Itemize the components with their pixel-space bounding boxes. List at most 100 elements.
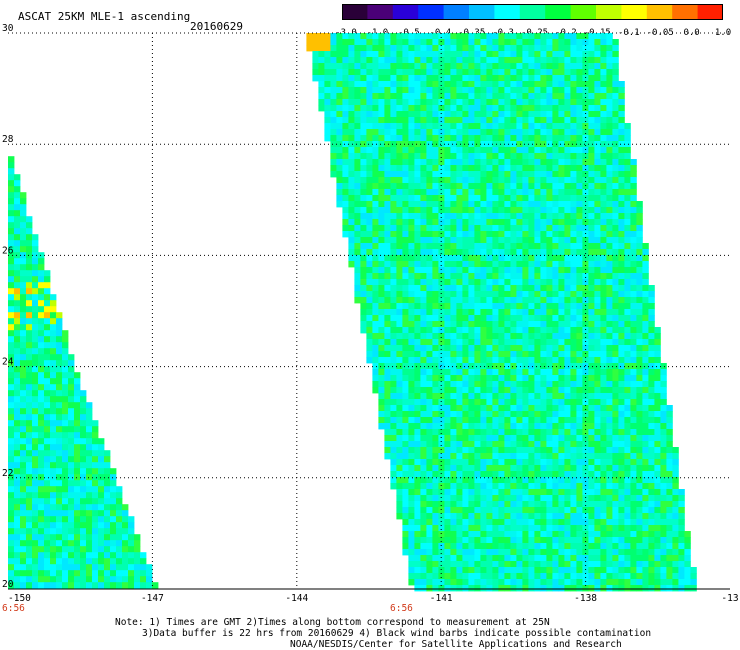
swath-cell (402, 363, 409, 370)
swath-cell (456, 63, 463, 70)
swath-cell (504, 447, 511, 454)
swath-cell (558, 459, 565, 466)
swath-cell (348, 87, 355, 94)
swath-cell (612, 213, 619, 220)
swath-cell (588, 441, 595, 448)
swath-cell (14, 570, 21, 577)
swath-cell (642, 279, 649, 286)
swath-cell (330, 123, 337, 130)
swath-cell (516, 201, 523, 208)
swath-cell (576, 45, 583, 52)
swath-cell (516, 135, 523, 142)
swath-cell (390, 405, 397, 412)
swath-cell (408, 231, 415, 238)
swath-cell (540, 123, 547, 130)
swath-cell (486, 525, 493, 532)
swath-cell (80, 516, 87, 523)
swath-cell (354, 129, 361, 136)
swath-cell (546, 81, 553, 88)
swath-cell (564, 489, 571, 496)
swath-cell (606, 255, 613, 262)
swath-cell (666, 471, 673, 478)
swath-cell (672, 507, 679, 514)
swath-cell (612, 105, 619, 112)
swath-cell (636, 267, 643, 274)
swath-cell (360, 135, 367, 142)
swath-cell (474, 237, 481, 244)
swath-cell (44, 408, 51, 415)
swath-cell (414, 423, 421, 430)
swath-cell (384, 177, 391, 184)
swath-cell (38, 450, 45, 457)
swath-cell (606, 267, 613, 274)
swath-cell (534, 387, 541, 394)
swath-cell (462, 525, 469, 532)
swath-cell (468, 111, 475, 118)
swath-cell (480, 393, 487, 400)
swath-cell (396, 465, 403, 472)
swath-cell (624, 141, 631, 148)
swath-cell (432, 279, 439, 286)
swath-cell (618, 357, 625, 364)
swath-cell (432, 225, 439, 232)
swath-cell (534, 303, 541, 310)
swath-cell (372, 195, 379, 202)
swath-cell (630, 303, 637, 310)
swath-cell (26, 234, 33, 241)
swath-cell (540, 261, 547, 268)
swath-cell (630, 267, 637, 274)
swath-cell (642, 435, 649, 442)
swath-cell (402, 105, 409, 112)
swath-cell (354, 87, 361, 94)
swath-cell (552, 333, 559, 340)
swath-cell (50, 504, 57, 511)
swath-cell (366, 33, 373, 40)
swath-cell (20, 408, 27, 415)
swath-cell (582, 153, 589, 160)
swath-cell (570, 45, 577, 52)
swath-cell (432, 453, 439, 460)
swath-cell (68, 456, 75, 463)
swath-cell (630, 405, 637, 412)
swath-cell (360, 93, 367, 100)
swath-cell (576, 183, 583, 190)
swath-cell (570, 471, 577, 478)
swath-cell (32, 288, 39, 295)
swath-cell (378, 171, 385, 178)
swath-cell (450, 291, 457, 298)
swath-cell (390, 321, 397, 328)
swath-cell (408, 243, 415, 250)
swath-cell (594, 111, 601, 118)
swath-cell (636, 489, 643, 496)
swath-cell (480, 201, 487, 208)
swath-cell (468, 189, 475, 196)
swath-cell (606, 153, 613, 160)
swath-cell (528, 231, 535, 238)
swath-cell (582, 189, 589, 196)
swath-cell (516, 75, 523, 82)
swath-cell (390, 219, 397, 226)
swath-cell (324, 99, 331, 106)
swath-cell (372, 213, 379, 220)
swath-cell (582, 195, 589, 202)
swath-cell (342, 177, 349, 184)
swath-cell (504, 87, 511, 94)
swath-cell (516, 285, 523, 292)
swath-cell (588, 33, 595, 40)
swath-cell (660, 375, 667, 382)
swath-cell (390, 105, 397, 112)
swath-cell (402, 177, 409, 184)
swath-cell (570, 249, 577, 256)
swath-cell (468, 327, 475, 334)
swath-cell (420, 33, 427, 40)
swath-cell (414, 171, 421, 178)
swath-cell (390, 441, 397, 448)
swath-cell (618, 387, 625, 394)
swath-cell (546, 45, 553, 52)
swath-cell (462, 453, 469, 460)
swath-cell (432, 207, 439, 214)
swath-cell (134, 534, 141, 541)
swath-cell (86, 564, 93, 571)
swath-cell (372, 75, 379, 82)
swath-cell (654, 447, 661, 454)
